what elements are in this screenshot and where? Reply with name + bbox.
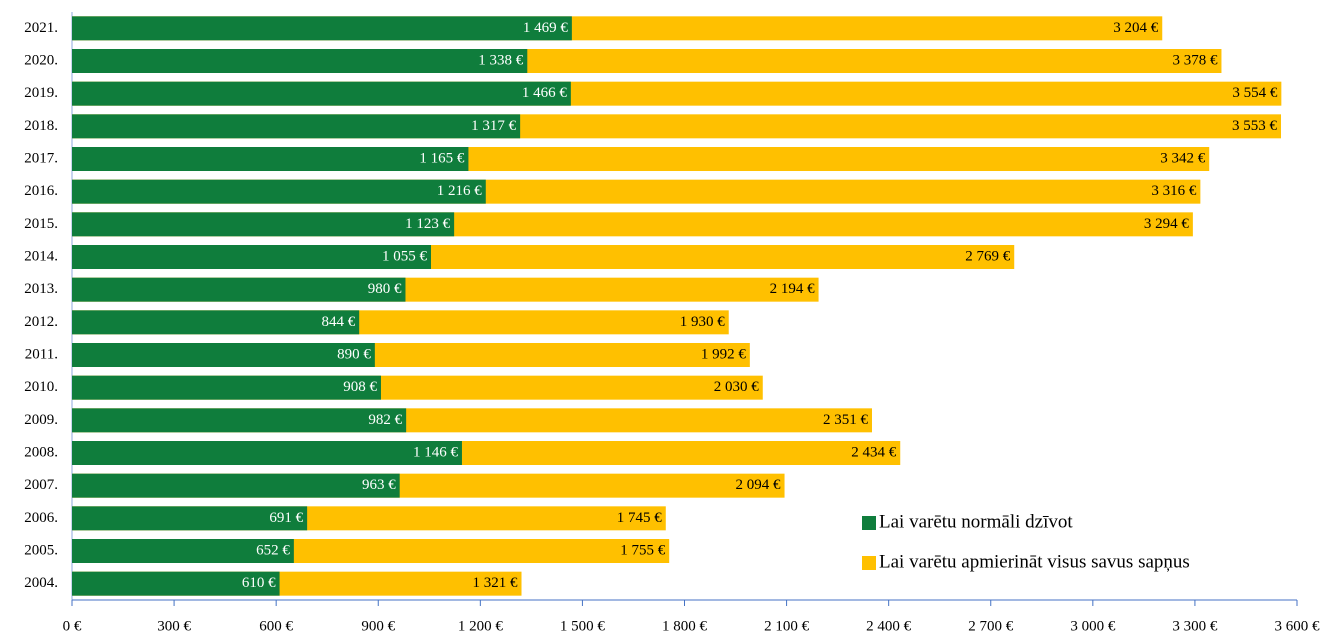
bar <box>72 441 462 465</box>
bar <box>72 375 381 400</box>
value-label: 3 204 € <box>1113 20 1159 36</box>
bar <box>72 179 486 204</box>
value-label: 1 123 € <box>405 216 451 232</box>
y-tick-label: 2007. <box>24 477 58 493</box>
y-tick-label: 2012. <box>24 314 58 330</box>
y-tick-label: 2009. <box>24 412 58 428</box>
value-label: 3 554 € <box>1232 85 1278 101</box>
x-tick-label: 1 200 € <box>458 618 504 634</box>
y-tick-label: 2013. <box>24 281 58 297</box>
bar <box>72 49 528 73</box>
bar <box>72 212 455 237</box>
value-label: 691 € <box>269 510 303 526</box>
value-label: 2 434 € <box>851 444 897 460</box>
value-label: 1 930 € <box>680 314 726 330</box>
value-label: 844 € <box>321 314 355 330</box>
x-tick-label: 600 € <box>259 618 293 634</box>
y-tick-label: 2004. <box>24 575 58 591</box>
x-tick-label: 3 300 € <box>1172 618 1218 634</box>
legend-label: Lai varētu apmierināt visus savus sapņus <box>879 551 1190 572</box>
value-label: 1 469 € <box>523 20 569 36</box>
value-label: 1 466 € <box>522 85 568 101</box>
bar <box>72 473 400 498</box>
y-tick-label: 2011. <box>25 346 58 362</box>
y-tick-label: 2018. <box>24 118 58 134</box>
value-label: 908 € <box>343 379 377 395</box>
value-label: 1 992 € <box>701 346 747 362</box>
value-label: 3 294 € <box>1144 216 1190 232</box>
y-tick-label: 2014. <box>24 248 58 264</box>
value-label: 1 146 € <box>413 444 459 460</box>
y-tick-label: 2019. <box>24 85 58 101</box>
value-label: 1 755 € <box>620 542 666 558</box>
value-label: 1 745 € <box>617 510 663 526</box>
value-label: 1 055 € <box>382 248 428 264</box>
value-label: 982 € <box>368 412 402 428</box>
x-tick-label: 2 100 € <box>764 618 810 634</box>
value-label: 1 317 € <box>471 118 517 134</box>
x-tick-label: 2 400 € <box>866 618 912 634</box>
value-label: 890 € <box>337 346 371 362</box>
bar <box>72 81 571 106</box>
value-label: 1 338 € <box>478 52 524 68</box>
value-label: 1 165 € <box>419 150 465 166</box>
value-label: 2 351 € <box>823 412 869 428</box>
x-tick-label: 900 € <box>361 618 395 634</box>
bar <box>72 16 572 41</box>
x-tick-label: 0 € <box>63 618 82 634</box>
value-label: 2 030 € <box>714 379 760 395</box>
bar <box>72 310 360 335</box>
y-tick-label: 2008. <box>24 444 58 460</box>
value-label: 963 € <box>362 477 396 493</box>
y-tick-label: 2015. <box>24 216 58 232</box>
x-tick-label: 3 000 € <box>1070 618 1116 634</box>
bar <box>72 343 375 367</box>
bar <box>72 147 469 171</box>
y-tick-label: 2020. <box>24 52 58 68</box>
y-tick-label: 2017. <box>24 150 58 166</box>
bar <box>72 114 521 139</box>
value-label: 3 316 € <box>1151 183 1197 199</box>
legend-swatch <box>862 516 876 530</box>
value-label: 3 553 € <box>1232 118 1278 134</box>
x-tick-label: 300 € <box>157 618 191 634</box>
x-tick-label: 3 600 € <box>1275 618 1321 634</box>
y-tick-label: 2005. <box>24 542 58 558</box>
bar <box>72 245 431 269</box>
value-label: 980 € <box>368 281 402 297</box>
legend-swatch <box>862 556 876 570</box>
y-tick-label: 2016. <box>24 183 58 199</box>
legend-label: Lai varētu normāli dzīvot <box>879 511 1073 532</box>
y-tick-label: 2021. <box>24 20 58 36</box>
y-tick-label: 2006. <box>24 510 58 526</box>
bar <box>72 277 406 302</box>
value-label: 1 321 € <box>473 575 519 591</box>
value-label: 652 € <box>256 542 290 558</box>
value-label: 610 € <box>242 575 276 591</box>
bar <box>72 506 308 531</box>
bar <box>72 408 407 433</box>
x-tick-label: 1 500 € <box>560 618 606 634</box>
value-label: 2 769 € <box>965 248 1011 264</box>
value-label: 2 194 € <box>770 281 816 297</box>
bar <box>72 539 294 563</box>
value-label: 2 094 € <box>736 477 782 493</box>
x-tick-label: 1 800 € <box>662 618 708 634</box>
bar <box>72 571 280 596</box>
y-tick-label: 2010. <box>24 379 58 395</box>
value-label: 3 342 € <box>1160 150 1206 166</box>
value-label: 1 216 € <box>437 183 483 199</box>
x-tick-label: 2 700 € <box>968 618 1014 634</box>
value-label: 3 378 € <box>1172 52 1218 68</box>
